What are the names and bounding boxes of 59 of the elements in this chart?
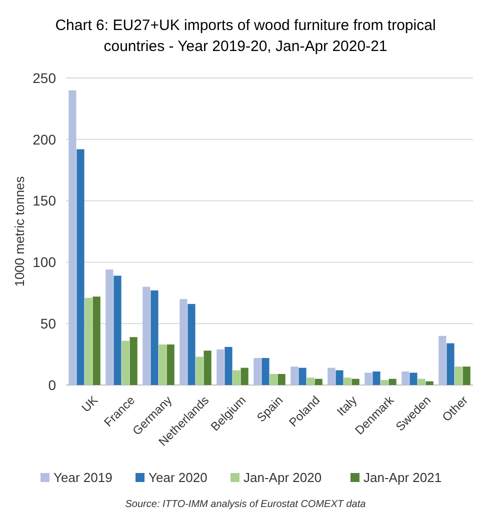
y-tick-label: 50	[40, 316, 56, 332]
bar	[254, 358, 262, 385]
bar	[290, 366, 298, 385]
bar	[188, 304, 196, 385]
bar	[380, 380, 388, 385]
bar	[142, 286, 150, 385]
legend-label: Year 2020	[148, 470, 208, 485]
bar	[352, 378, 360, 385]
bar	[298, 368, 306, 385]
bar	[364, 372, 372, 385]
y-tick-label: 200	[32, 131, 56, 148]
bar	[262, 358, 270, 385]
legend-label: Jan-Apr 2020	[244, 470, 322, 485]
bar	[314, 378, 322, 385]
bar	[106, 270, 114, 385]
x-tick-label: UK	[78, 393, 101, 415]
bar	[446, 343, 454, 385]
bar	[76, 149, 84, 385]
bar	[150, 290, 158, 385]
bar	[232, 370, 240, 385]
bar	[270, 374, 278, 385]
bar	[196, 356, 204, 385]
chart-title: Chart 6: EU27+UK imports of wood furniture from tropical countries - Year 2019-20, Jan-Apr 2020-21	[55, 17, 436, 55]
bar	[84, 298, 92, 385]
bar	[454, 366, 462, 385]
bar	[388, 378, 396, 385]
bar	[216, 349, 224, 385]
bar	[402, 371, 410, 385]
bar	[158, 344, 166, 385]
legend-label: Jan-Apr 2021	[364, 470, 442, 485]
bar	[336, 370, 344, 385]
bar	[130, 337, 138, 385]
bar	[278, 374, 286, 385]
source-note: Source: ITTO-IMM analysis of Eurostat COMEXT data	[125, 499, 366, 510]
bar	[68, 90, 76, 385]
bar	[344, 378, 352, 385]
bar	[306, 378, 314, 385]
bar	[180, 299, 188, 385]
legend-label: Year 2019	[54, 470, 112, 485]
y-tick-label: 0	[48, 376, 56, 393]
y-tick-label: 100	[32, 254, 56, 270]
bar	[372, 371, 380, 385]
bar	[204, 350, 212, 385]
bar	[438, 336, 446, 385]
y-tick-label: 250	[32, 70, 56, 86]
bar	[240, 368, 248, 385]
y-tick-label: 150	[32, 192, 56, 209]
bar	[426, 381, 434, 385]
bar	[418, 378, 426, 385]
bar	[462, 366, 470, 385]
bar	[122, 340, 130, 385]
bar	[92, 296, 100, 385]
bar	[166, 344, 174, 385]
y-axis-title: 1000 metric tonnes	[12, 176, 27, 287]
bar	[114, 276, 122, 385]
bar	[410, 372, 418, 385]
bar	[224, 346, 232, 385]
bar	[328, 368, 336, 385]
x-tick-label: Italy	[334, 393, 360, 419]
